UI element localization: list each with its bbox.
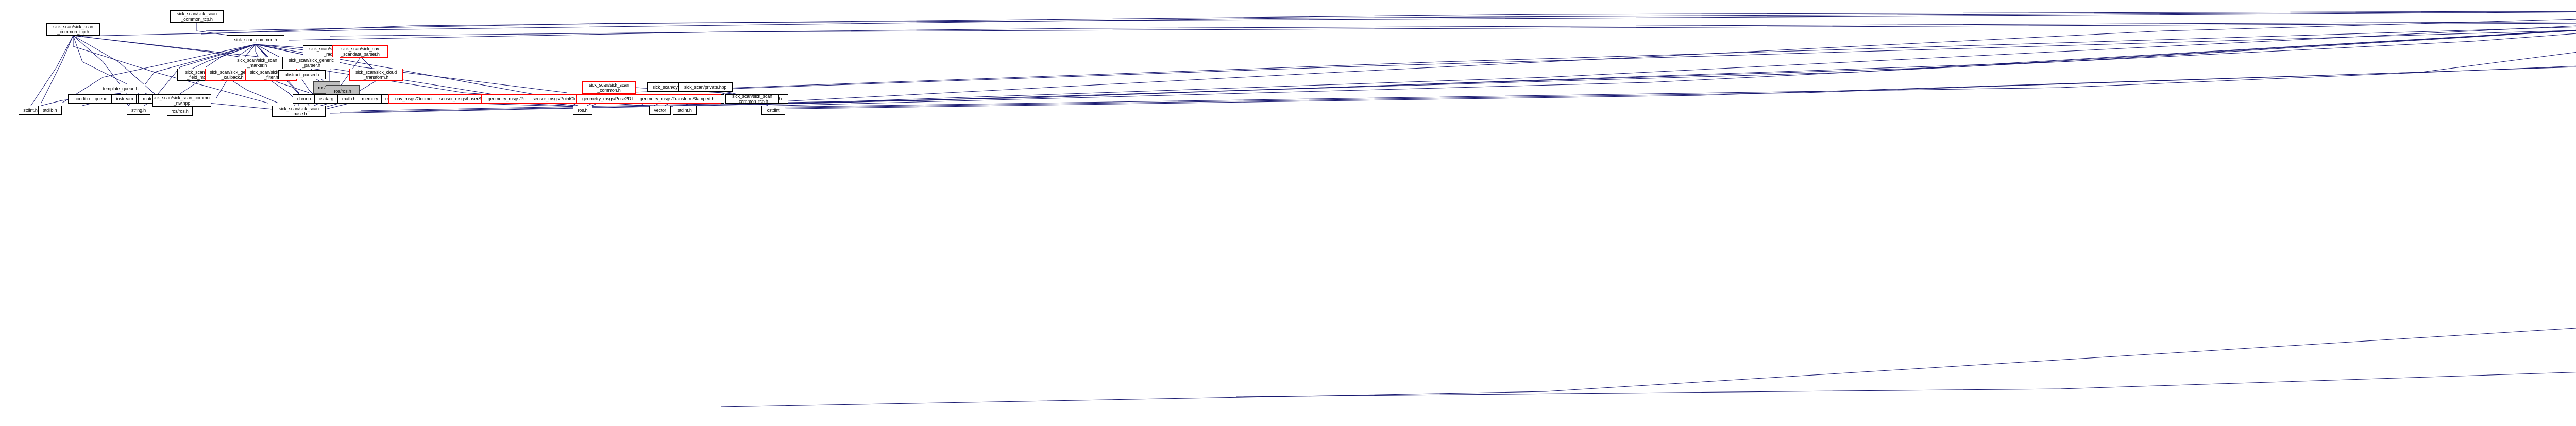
graph-node[interactable]: sick_scan/sick_scan _common_tcp.h	[170, 10, 224, 23]
graph-node[interactable]: sick_scan/sick_scan _marker.h	[230, 57, 284, 69]
graph-node[interactable]: ros/ros.h	[167, 107, 193, 116]
graph-node[interactable]: stdlib.h	[38, 106, 62, 115]
graph-node[interactable]: template_queue.h	[96, 84, 145, 93]
graph-node[interactable]: string.h	[127, 106, 150, 115]
graph-node[interactable]: sick_scan/sick_cloud _transform.h	[349, 69, 403, 81]
graph-node[interactable]: stdint.h	[673, 106, 697, 115]
graph-node[interactable]: chrono	[293, 94, 315, 104]
graph-node[interactable]: abstract_parser.h	[278, 70, 326, 79]
graph-node[interactable]: ros.h	[573, 106, 592, 115]
graph-node[interactable]: geometry_msgs/Pose2D.h	[576, 94, 641, 104]
graph-node[interactable]: queue	[90, 94, 112, 104]
graph-node[interactable]: cstdint	[761, 106, 785, 115]
graph-node[interactable]: sick_scan/sick_scan _common.h	[582, 81, 636, 94]
graph-node[interactable]: cstdarg	[314, 94, 338, 104]
graph-node[interactable]: sensor_msgs/PointCloud.h	[526, 94, 592, 104]
graph-node[interactable]: sick_scan_common.h	[227, 35, 284, 44]
graph-node[interactable]: iostream	[111, 94, 138, 104]
graph-node[interactable]: sick_scan/sick_scan_common _nw.hpp	[152, 94, 211, 107]
graph-node[interactable]: sick_scan/sick_nav _scandata_parser.h	[332, 45, 388, 58]
graph-node[interactable]: sick_scan/sick_scan _common_tcp.h	[725, 94, 779, 104]
graph-node[interactable]: math.h	[338, 94, 360, 104]
graph-node[interactable]: sick_scan/sick_generic _parser.h	[282, 57, 340, 69]
graph-node[interactable]: vector	[649, 106, 671, 115]
graph-node[interactable]: geometry_msgs/TransformStamped.h	[633, 94, 721, 104]
graph-node[interactable]: memory	[358, 94, 382, 104]
graph-node[interactable]: sick_scan/sick_scan _base.h	[272, 106, 326, 117]
graph-node[interactable]: sick_scan/sick_scan _common_tcp.h	[46, 23, 100, 36]
graph-node[interactable]: sick_scan/private.hpp	[678, 82, 733, 92]
